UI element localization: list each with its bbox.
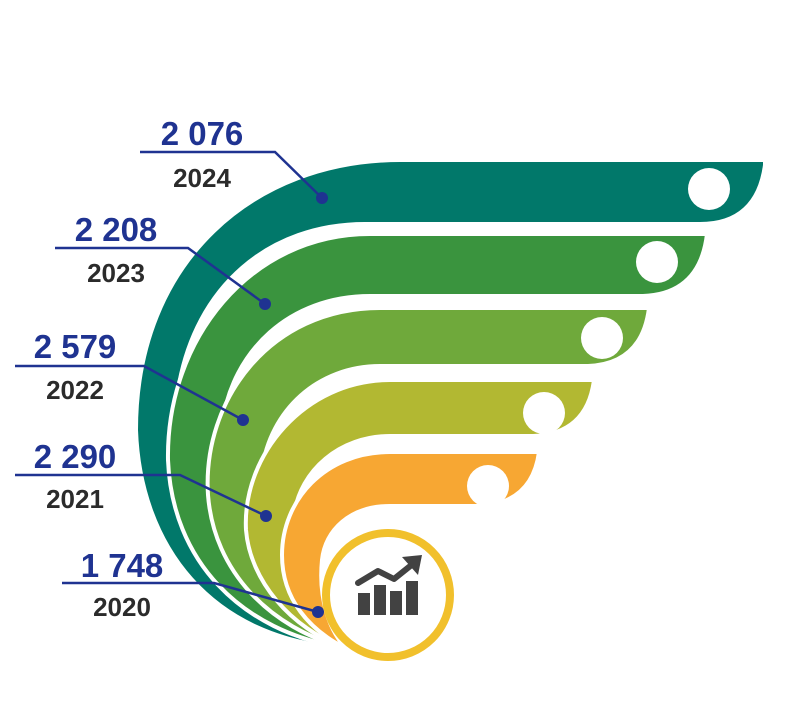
leader-line-2020 bbox=[62, 581, 319, 614]
value-label-2024: 2 076 bbox=[161, 115, 244, 152]
leader-line-2024 bbox=[140, 150, 323, 199]
leader-line-2022 bbox=[15, 364, 244, 422]
value-label-2020: 1 748 bbox=[81, 547, 164, 584]
value-label-2022: 2 579 bbox=[34, 328, 117, 365]
band-end-dot-2023 bbox=[636, 241, 678, 283]
year-label-2020: 2020 bbox=[93, 592, 151, 622]
band-end-dot-2022 bbox=[581, 317, 623, 359]
year-label-2021: 2021 bbox=[46, 484, 104, 514]
end-dots-layer bbox=[467, 168, 730, 507]
leaders-layer bbox=[15, 150, 328, 618]
band-end-dot-2020 bbox=[467, 465, 509, 507]
leader-dot-2024 bbox=[316, 192, 328, 204]
leader-dot-2020 bbox=[312, 606, 324, 618]
center-icon-group bbox=[322, 529, 454, 661]
year-label-2024: 2024 bbox=[173, 163, 231, 193]
leader-line-2023 bbox=[55, 246, 266, 306]
leader-dot-2023 bbox=[259, 298, 271, 310]
value-label-2021: 2 290 bbox=[34, 438, 117, 475]
year-label-2022: 2022 bbox=[46, 375, 104, 405]
year-label-2023: 2023 bbox=[87, 258, 145, 288]
band-end-dot-2024 bbox=[688, 168, 730, 210]
leader-dot-2022 bbox=[237, 414, 249, 426]
icon-ring bbox=[322, 529, 454, 661]
leader-line-2021 bbox=[15, 473, 267, 518]
value-label-2023: 2 208 bbox=[75, 211, 158, 248]
band-end-dot-2021 bbox=[523, 392, 565, 434]
growth-chart-icon bbox=[355, 555, 422, 615]
labels-layer: 2 076 2024 2 208 2023 2 579 2022 2 290 2021 1 74… bbox=[34, 115, 244, 622]
leader-dot-2021 bbox=[260, 510, 272, 522]
